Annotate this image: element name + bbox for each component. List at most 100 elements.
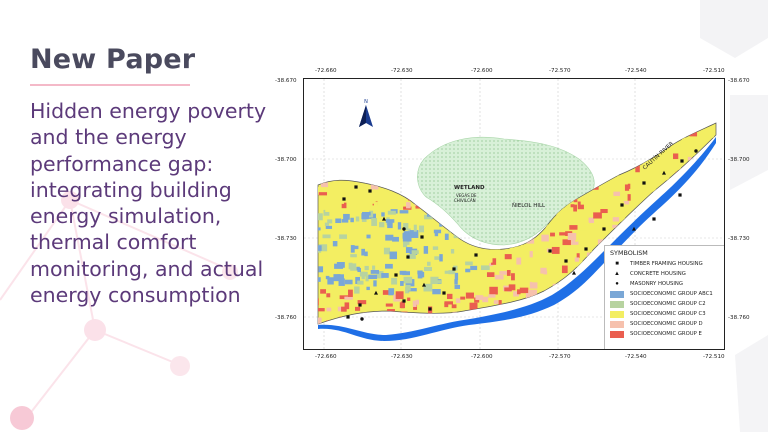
land-parcel — [329, 332, 335, 340]
land-parcel — [713, 209, 716, 215]
land-parcel — [344, 323, 350, 324]
land-parcel — [362, 159, 366, 164]
land-parcel — [402, 236, 412, 242]
land-parcel — [439, 254, 443, 262]
land-parcel — [450, 129, 460, 134]
land-parcel — [449, 224, 456, 231]
land-parcel — [585, 135, 590, 141]
land-parcel — [442, 123, 449, 130]
land-parcel — [521, 322, 528, 324]
land-parcel — [432, 246, 439, 250]
land-parcel — [524, 318, 530, 324]
land-parcel — [593, 212, 602, 219]
land-parcel — [584, 281, 589, 289]
land-parcel — [591, 333, 600, 338]
lon-tick-top: -72.600 — [471, 68, 493, 74]
land-parcel — [616, 163, 621, 170]
square-housing-marker — [420, 235, 424, 239]
land-parcel — [381, 212, 385, 217]
square-housing-marker — [358, 303, 362, 307]
land-parcel — [575, 131, 581, 136]
land-parcel — [708, 173, 712, 181]
land-parcel — [318, 317, 322, 324]
square-legend-icon: ■ — [615, 261, 619, 267]
land-parcel — [325, 207, 331, 212]
land-parcel — [423, 283, 433, 292]
land-parcel — [577, 201, 584, 210]
land-parcel — [565, 302, 570, 311]
land-parcel — [454, 279, 458, 285]
land-parcel — [714, 230, 716, 234]
lat-tick-left: -38.700 — [275, 157, 297, 163]
land-parcel — [541, 123, 545, 128]
land-parcel — [385, 263, 393, 269]
land-parcel — [618, 147, 627, 154]
land-parcel — [622, 127, 629, 135]
land-parcel — [499, 271, 507, 275]
land-parcel — [424, 214, 433, 220]
land-parcel — [350, 217, 354, 223]
land-parcel — [643, 227, 653, 233]
land-parcel — [389, 184, 397, 190]
land-parcel — [508, 284, 516, 291]
land-parcel — [350, 245, 355, 253]
land-parcel — [402, 150, 409, 157]
land-parcel — [668, 216, 675, 225]
square-housing-marker — [642, 181, 646, 185]
legend-label: SOCIOECONOMIC GROUP D — [630, 321, 703, 327]
land-parcel — [318, 192, 328, 196]
land-parcel — [324, 123, 329, 128]
square-housing-marker — [342, 197, 346, 201]
land-parcel — [447, 293, 453, 300]
land-parcel — [387, 220, 393, 229]
land-parcel — [318, 298, 319, 306]
land-parcel — [318, 186, 323, 195]
land-parcel — [640, 229, 649, 235]
land-parcel — [403, 144, 413, 151]
land-parcel — [715, 190, 716, 195]
land-parcel — [499, 123, 504, 125]
land-parcel — [701, 222, 708, 229]
square-housing-marker — [548, 249, 552, 253]
land-parcel — [366, 142, 374, 149]
land-parcel — [403, 276, 413, 284]
land-parcel — [673, 153, 679, 160]
land-parcel — [532, 328, 540, 332]
land-parcel — [470, 124, 479, 128]
land-parcel — [344, 302, 350, 310]
land-parcel — [381, 273, 389, 278]
land-parcel — [344, 142, 349, 150]
land-parcel — [653, 168, 660, 176]
land-parcel — [500, 305, 507, 311]
land-parcel — [365, 149, 374, 156]
land-parcel — [382, 162, 388, 166]
land-parcel — [583, 159, 592, 164]
land-parcel — [593, 289, 603, 297]
wetland-area — [417, 136, 595, 246]
land-parcel — [594, 161, 603, 167]
land-parcel — [399, 270, 407, 275]
land-parcel — [376, 161, 384, 170]
land-parcel — [400, 301, 405, 309]
land-parcel — [484, 252, 491, 257]
square-housing-marker — [680, 159, 684, 163]
square-housing-marker — [402, 299, 406, 303]
land-parcel — [594, 202, 602, 206]
legend-item: SOCIOECONOMIC GROUP D — [610, 319, 724, 329]
land-parcel — [634, 156, 642, 165]
triangle-housing-marker — [422, 282, 426, 287]
land-parcel — [366, 286, 370, 291]
land-parcel — [397, 123, 404, 129]
land-parcel — [571, 297, 575, 306]
land-parcel — [340, 145, 346, 153]
land-parcel — [326, 307, 332, 312]
land-parcel — [349, 149, 358, 157]
land-parcel — [350, 254, 357, 258]
land-parcel — [318, 245, 322, 251]
legend-item: SOCIOECONOMIC GROUP C2 — [610, 299, 724, 309]
square-housing-marker — [564, 259, 568, 263]
land-parcel — [359, 325, 365, 332]
land-parcel — [519, 135, 525, 141]
land-parcel — [373, 159, 378, 164]
